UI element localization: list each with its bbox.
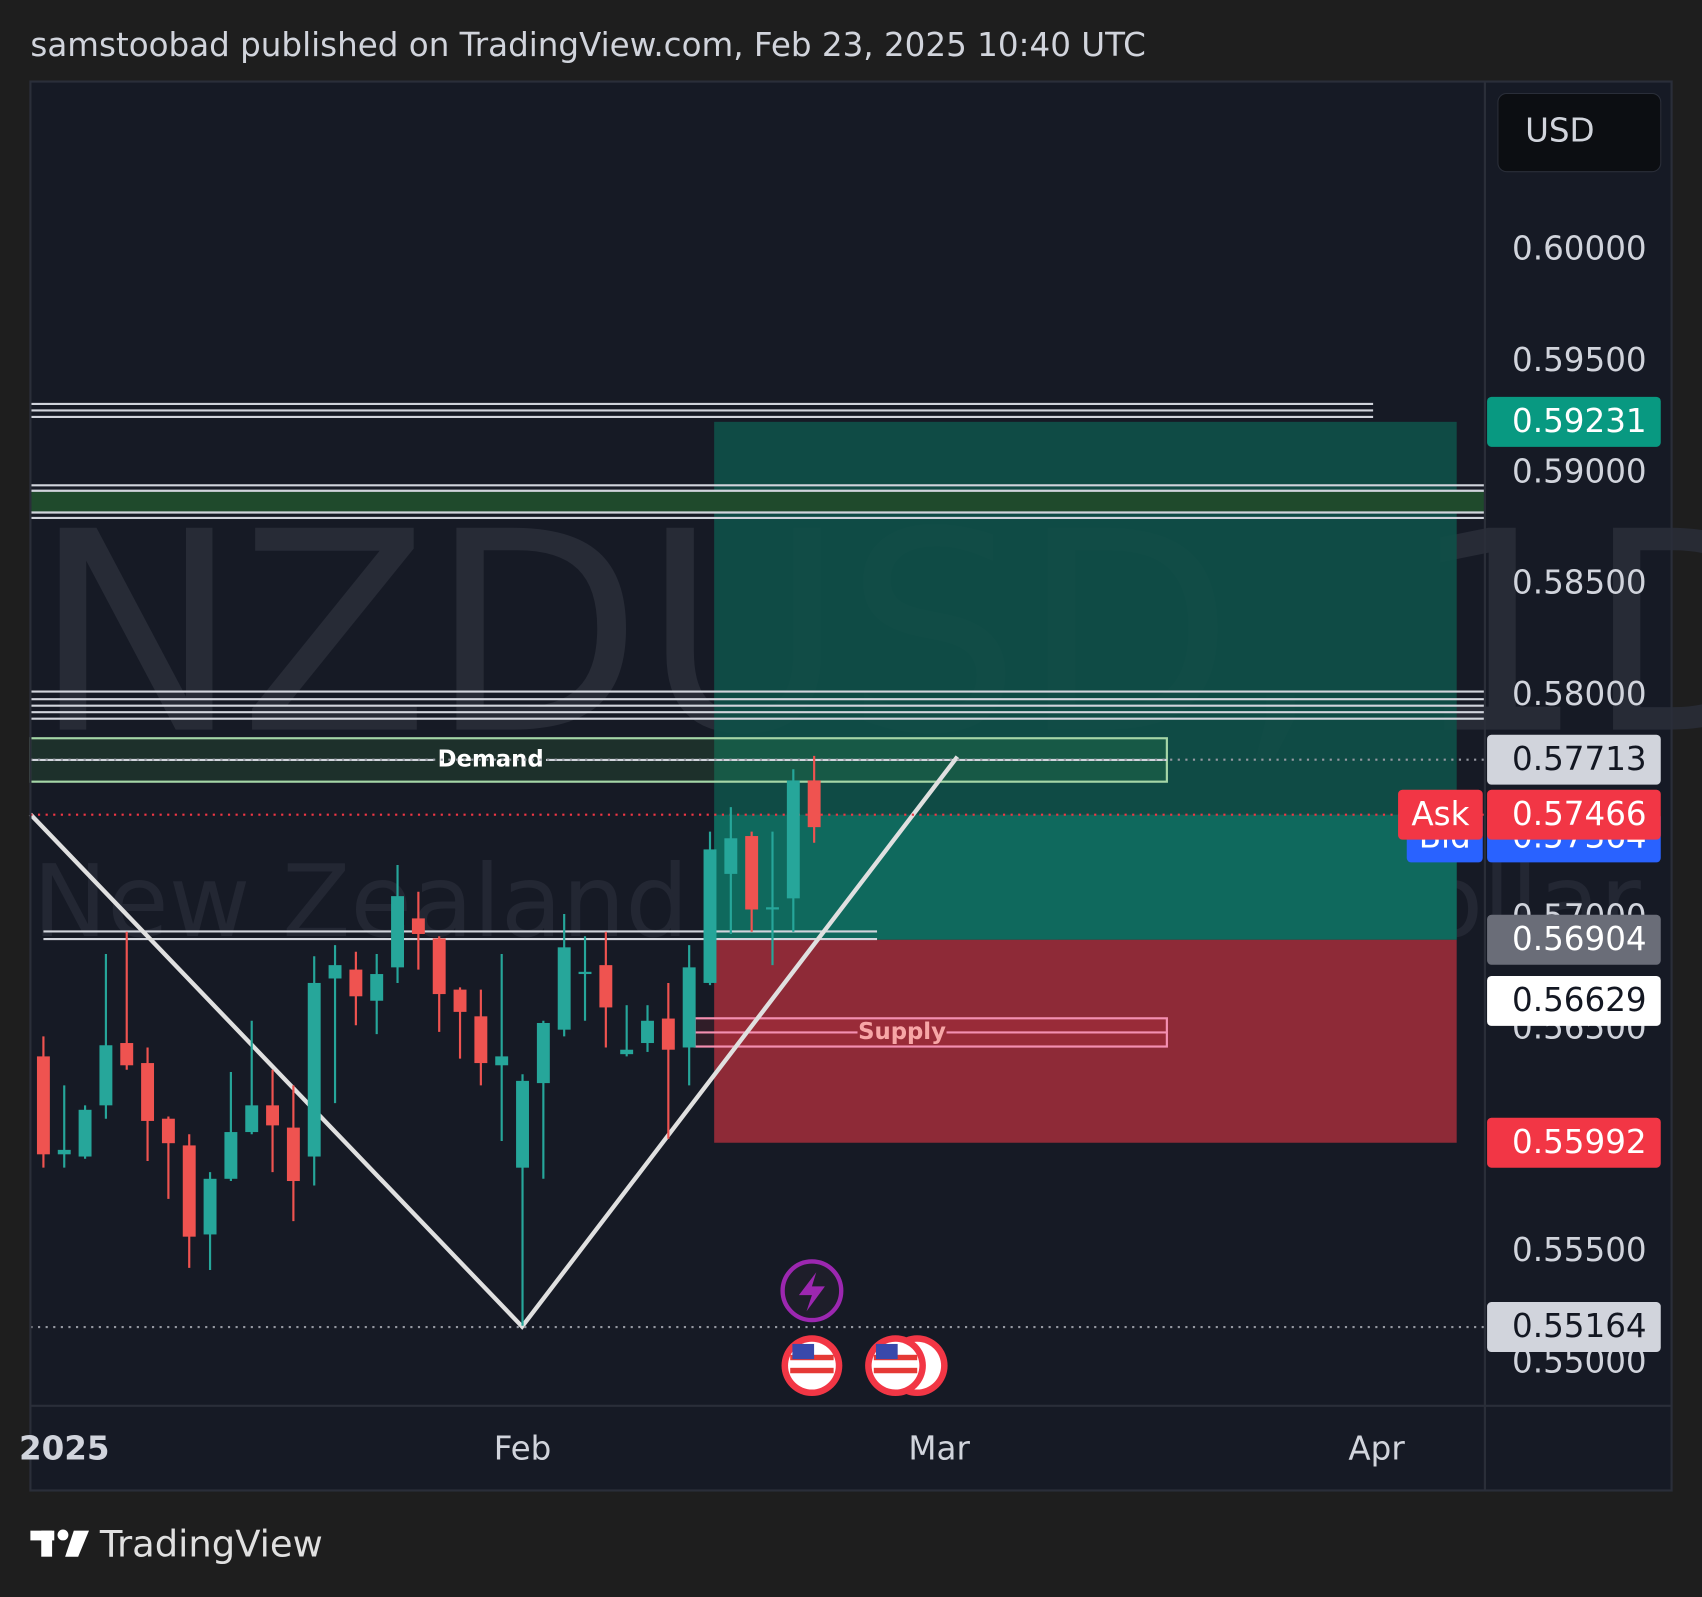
level-price: 0.55164 xyxy=(1512,1307,1647,1345)
frame xyxy=(29,80,1673,1492)
candle-body xyxy=(682,967,696,1048)
candle-body xyxy=(266,1105,280,1126)
candle-body xyxy=(786,780,800,899)
level-price: 0.56629 xyxy=(1512,981,1647,1019)
candle-body xyxy=(411,918,425,934)
time-axis xyxy=(30,1405,1672,1491)
candle-body xyxy=(807,780,821,828)
ask-name: Ask xyxy=(1411,795,1469,833)
candle-body xyxy=(432,938,446,995)
price-scale: 2025 Feb Mar Apr 0.60000 0.59500 0.59000 0.5850… xyxy=(19,230,1661,1467)
candle-body xyxy=(57,1149,71,1155)
flag-canton xyxy=(875,1343,898,1360)
candle-body xyxy=(641,1020,654,1044)
flag-stripe xyxy=(873,1367,918,1374)
target-zone-filled xyxy=(714,814,1457,940)
stop-zone xyxy=(714,939,1457,1143)
events xyxy=(780,1259,948,1397)
candle-body xyxy=(203,1178,217,1235)
candle-body xyxy=(328,965,342,979)
candle-body xyxy=(703,849,717,983)
pattern-line xyxy=(28,755,960,1330)
candle-body xyxy=(307,982,321,1157)
candle-body xyxy=(724,838,738,874)
candle-body xyxy=(161,1118,175,1144)
logo-part xyxy=(57,1529,69,1541)
ask-tag xyxy=(1398,789,1483,840)
x-tick-label: Feb xyxy=(494,1429,552,1467)
x-tick-label: 2025 xyxy=(19,1429,110,1467)
y-tick-label: 0.58000 xyxy=(1512,675,1647,713)
candle-body xyxy=(182,1145,196,1237)
candle-body xyxy=(536,1023,550,1084)
y-tick-label: 0.59500 xyxy=(1512,341,1647,379)
logo-part xyxy=(65,1530,90,1557)
candle-body xyxy=(766,907,779,910)
candle-body xyxy=(661,1018,675,1050)
level-price-badge xyxy=(1487,1302,1661,1352)
level-price: 0.55992 xyxy=(1512,1123,1647,1161)
brand: TradingView xyxy=(99,1522,323,1565)
candle-body xyxy=(99,1045,113,1106)
candle-body xyxy=(224,1132,238,1179)
candle-body xyxy=(599,965,613,1008)
currency: USD xyxy=(1525,112,1595,150)
candle-body xyxy=(78,1109,92,1157)
candle-body xyxy=(620,1049,634,1055)
level-price: 0.56904 xyxy=(1512,920,1647,958)
y-tick-label: 0.60000 xyxy=(1512,230,1647,268)
candle-body xyxy=(516,1080,529,1168)
candle-body xyxy=(286,1127,300,1182)
candle-body xyxy=(391,896,404,968)
header: samstoobad published on TradingView.com,… xyxy=(30,26,1145,64)
zone-band xyxy=(30,490,1485,513)
y-tick-label: 0.55500 xyxy=(1512,1231,1647,1269)
ask-price-badge xyxy=(1487,789,1661,840)
candle-body xyxy=(370,974,384,1001)
event-bolt xyxy=(798,1272,825,1312)
supply-label: Supply xyxy=(858,1019,946,1045)
y-tick-label: 0.58500 xyxy=(1512,564,1647,602)
flag-canton xyxy=(792,1343,815,1360)
candle-body xyxy=(495,1056,509,1066)
candle-body xyxy=(120,1043,134,1066)
candle-body xyxy=(745,836,759,910)
zones xyxy=(29,402,1485,1048)
candle-body xyxy=(453,989,467,1012)
level-price: 0.59231 xyxy=(1512,402,1647,440)
ask-price: 0.57466 xyxy=(1512,795,1647,833)
logo-part xyxy=(41,1530,53,1557)
x-tick-label: Apr xyxy=(1348,1429,1405,1467)
candle-body xyxy=(578,971,592,975)
candle-body xyxy=(557,947,571,1030)
x-tick-label: Mar xyxy=(908,1429,970,1467)
level-price-badge xyxy=(1487,976,1661,1026)
level-price-badge xyxy=(1487,914,1661,965)
candle-body xyxy=(36,1056,50,1155)
demand-label: Demand xyxy=(438,746,544,772)
y-tick-label: 0.59000 xyxy=(1512,452,1647,490)
currency-button[interactable] xyxy=(1497,92,1662,173)
level-price-badge xyxy=(1487,1117,1661,1168)
logo xyxy=(30,1529,90,1557)
level-price-badge xyxy=(1487,396,1661,447)
candle-body xyxy=(349,969,363,997)
level-price-badge xyxy=(1487,734,1661,785)
candle-body xyxy=(245,1105,259,1133)
candle-body xyxy=(141,1063,155,1121)
flag-stripe xyxy=(790,1367,834,1374)
level-price: 0.57713 xyxy=(1512,740,1647,778)
candles xyxy=(30,755,1485,1329)
candle-body xyxy=(474,1016,488,1064)
